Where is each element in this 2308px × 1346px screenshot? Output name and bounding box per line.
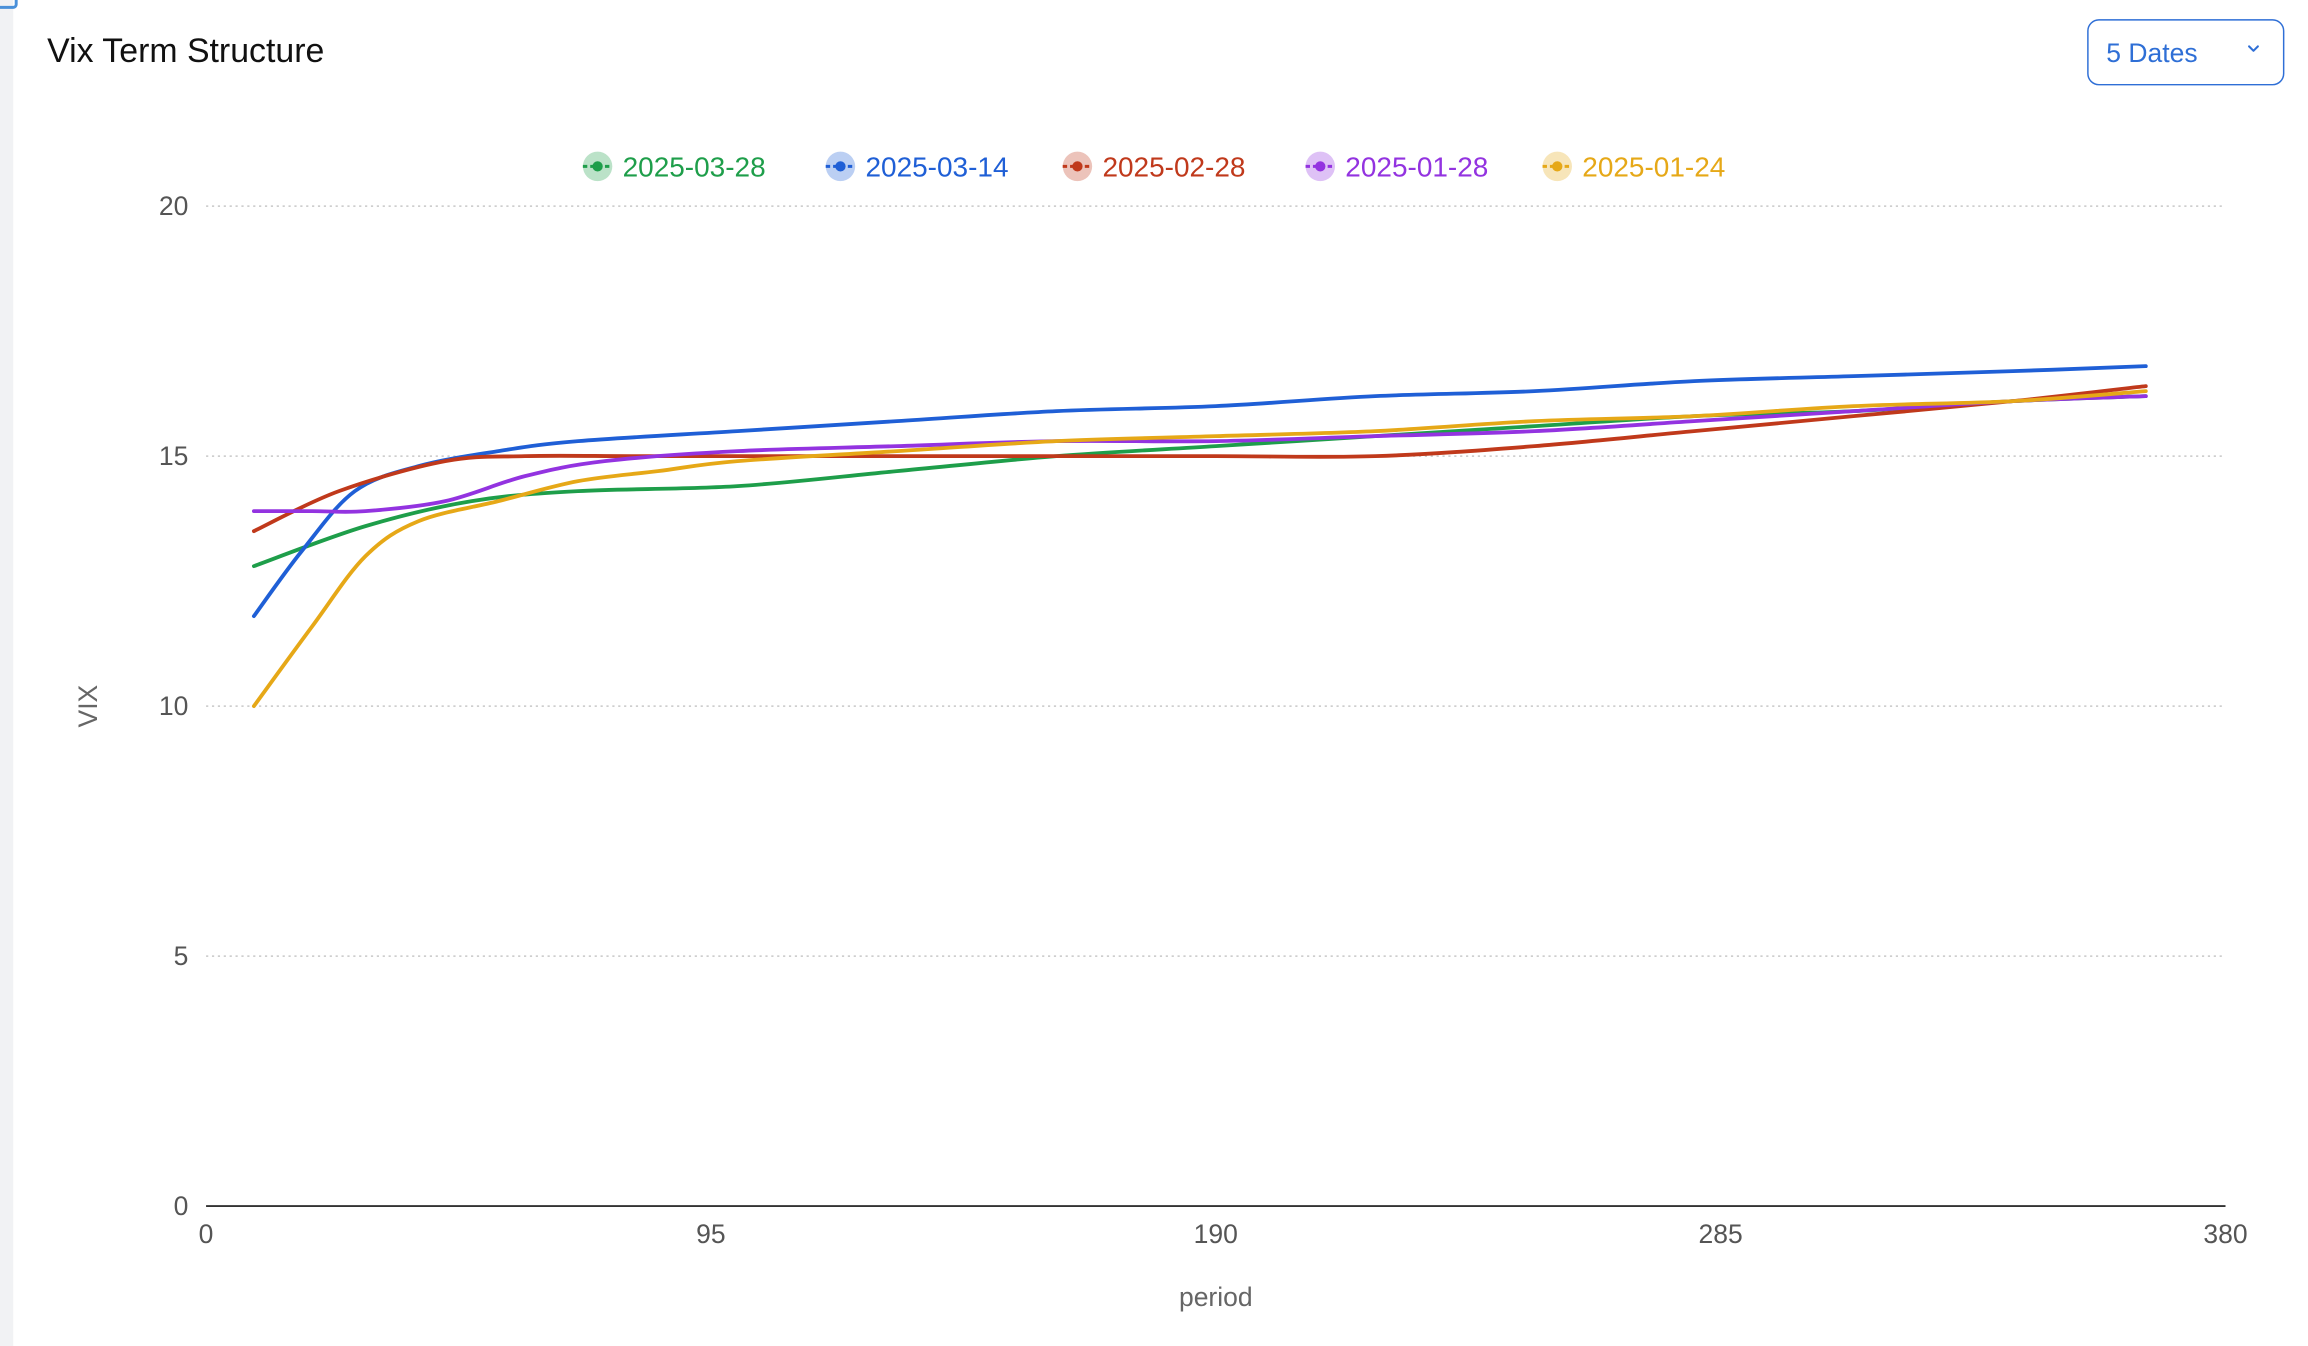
series-line-2025-02-28[interactable]: [251, 384, 2148, 534]
legend-marker-dot: [1315, 161, 1326, 172]
legend-label: 2025-01-28: [1345, 152, 1488, 183]
y-tick-label: 20: [159, 191, 188, 221]
legend-item[interactable]: 2025-01-28: [1305, 151, 1489, 183]
x-tick-label: 95: [696, 1219, 725, 1249]
legend-marker-dot: [835, 161, 846, 172]
y-tick-label: 5: [174, 941, 189, 971]
series-lines: [251, 364, 2148, 709]
left-rail: [0, 0, 14, 1346]
panel-icon: [0, 0, 18, 9]
legend-item[interactable]: 2025-03-14: [825, 151, 1009, 183]
grid-lines: [206, 205, 2226, 957]
date-count-select[interactable]: 5 Dates: [2087, 19, 2285, 86]
y-tick-label: 0: [174, 1191, 189, 1221]
series-line-2025-03-28[interactable]: [251, 394, 2148, 569]
legend-item[interactable]: 2025-03-28: [582, 151, 766, 183]
x-tick-label: 190: [1194, 1219, 1238, 1249]
x-tick-label: 285: [1699, 1219, 1743, 1249]
legend-item[interactable]: 2025-02-28: [1062, 151, 1246, 183]
legend-item[interactable]: 2025-01-24: [1542, 151, 1726, 183]
legend: 2025-03-28 2025-03-14 2025-02-28 2025-01-28…: [582, 151, 1726, 183]
legend-label: 2025-02-28: [1102, 152, 1245, 183]
chevron-down-icon: [2248, 45, 2259, 52]
y-tick-label: 10: [159, 691, 188, 721]
legend-marker-dot: [1072, 161, 1083, 172]
y-tick-label: 15: [159, 441, 188, 471]
y-axis-title: VIX: [73, 684, 103, 727]
x-tick-label: 0: [199, 1219, 214, 1249]
axes: 0 5 10 15 20 0 95 190 285 380: [159, 191, 2248, 1249]
legend-marker-dot: [1552, 161, 1563, 172]
legend-label: 2025-03-14: [865, 152, 1008, 183]
chart-title: Vix Term Structure: [47, 30, 325, 70]
date-count-label: 5 Dates: [2106, 38, 2198, 68]
x-axis-title: period: [1179, 1282, 1253, 1312]
legend-marker-dot: [592, 161, 603, 172]
legend-label: 2025-01-24: [1582, 152, 1725, 183]
x-tick-label: 380: [2203, 1219, 2247, 1249]
series-line-2025-01-24[interactable]: [251, 389, 2148, 709]
legend-label: 2025-03-28: [623, 152, 766, 183]
